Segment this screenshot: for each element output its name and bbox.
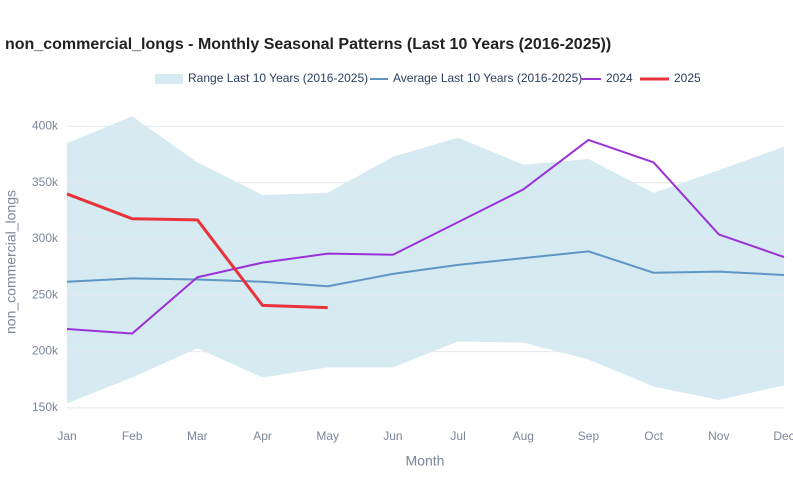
x-tick-label: May (316, 429, 339, 443)
y-tick-label: 300k (32, 231, 59, 245)
y-tick-label: 400k (32, 119, 59, 133)
x-tick-label: Feb (122, 429, 143, 443)
range-band (67, 116, 784, 404)
legend-label: Range Last 10 Years (2016-2025) (188, 71, 368, 85)
x-tick-label: Jul (450, 429, 465, 443)
y-tick-label: 350k (32, 175, 59, 189)
x-tick-label: Nov (708, 429, 729, 443)
x-tick-label: Oct (644, 429, 663, 443)
y-tick-label: 200k (32, 344, 59, 358)
y-axis-title: non_commercial_longs (3, 190, 19, 334)
x-tick-label: Apr (253, 429, 272, 443)
x-tick-label: Dec (773, 429, 793, 443)
x-tick-label: Sep (578, 429, 600, 443)
series-line (66, 138, 785, 335)
x-tick-label: Mar (187, 429, 208, 443)
x-tick-label: Jun (383, 429, 402, 443)
y-tick-label: 150k (32, 400, 59, 414)
chart-title: non_commercial_longs - Monthly Seasonal … (5, 36, 611, 53)
legend-label: 2025 (674, 71, 701, 85)
y-tick-label: 250k (32, 287, 59, 301)
series-line (66, 192, 328, 310)
series-line (66, 250, 785, 288)
legend-label: 2024 (606, 71, 633, 85)
x-axis-title: Month (406, 453, 445, 469)
x-tick-label: Aug (513, 429, 534, 443)
legend-label: Average Last 10 Years (2016-2025) (393, 71, 582, 85)
legend-swatch (155, 74, 183, 84)
x-tick-label: Jan (57, 429, 76, 443)
